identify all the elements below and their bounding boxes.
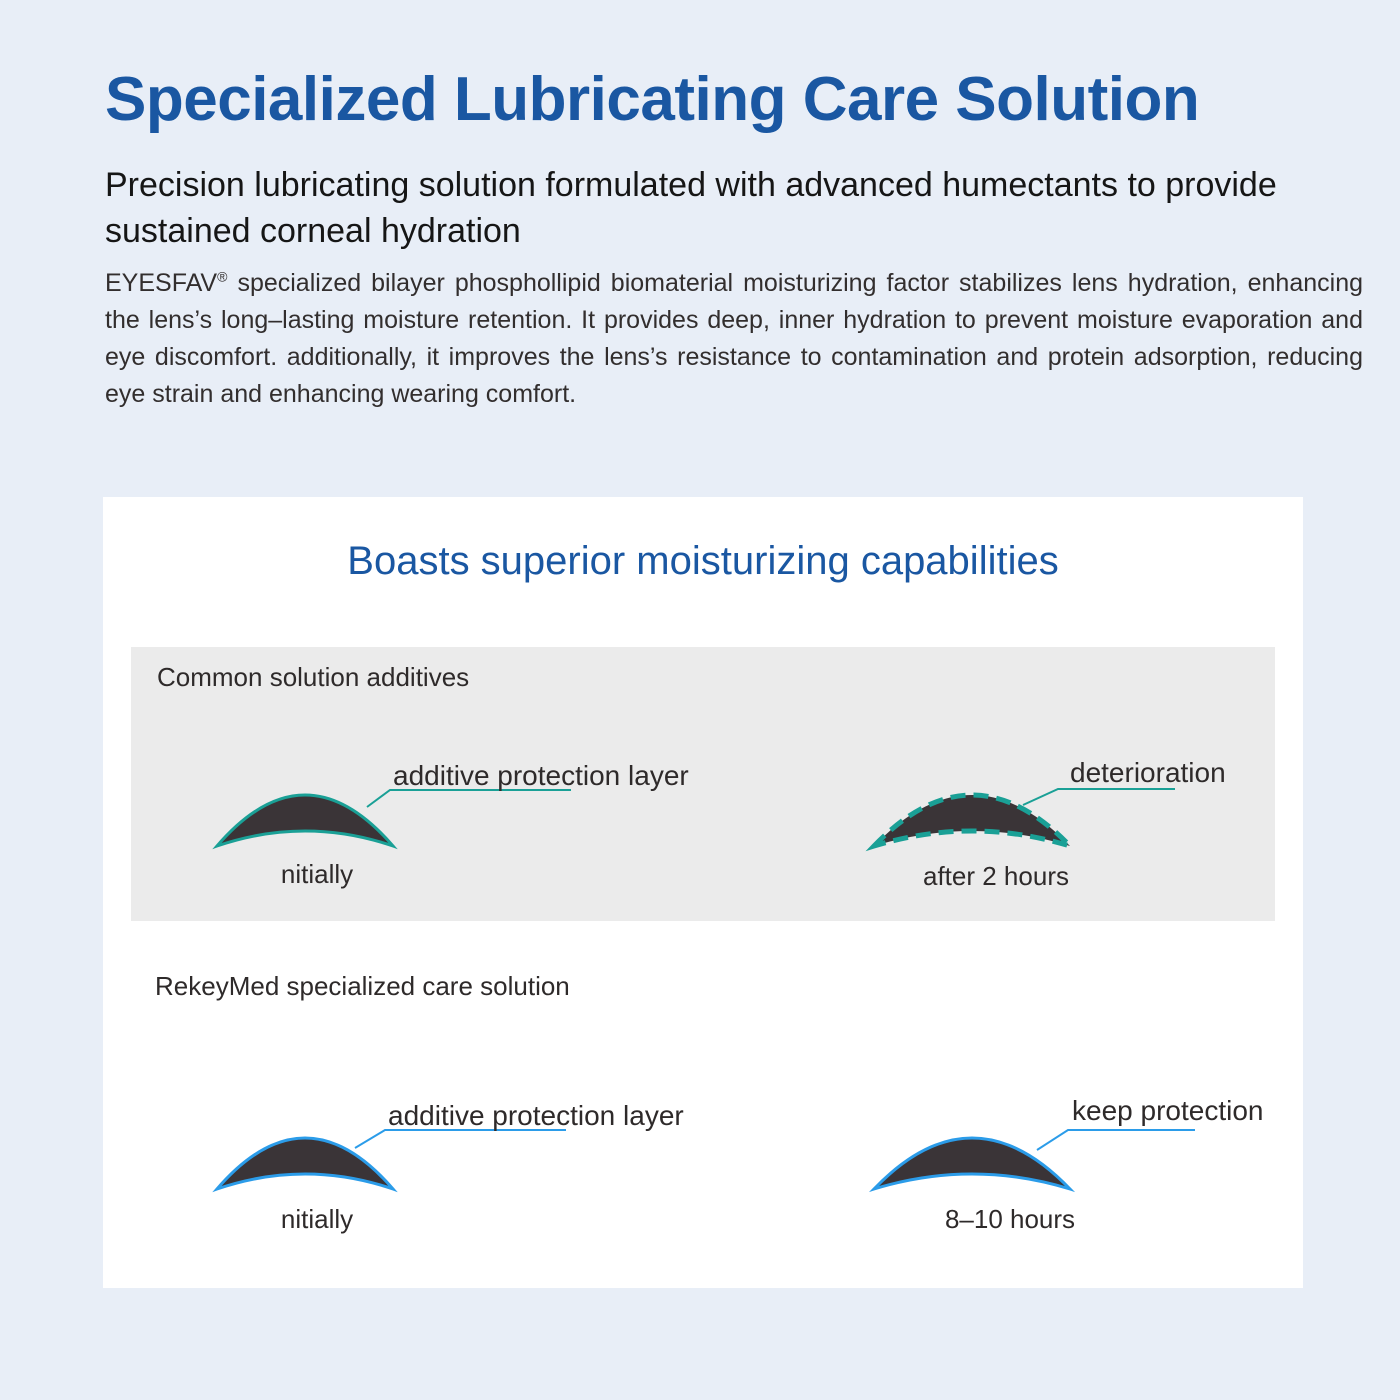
rekeymed-diagram: additive protection layer nitially keep …	[212, 1095, 1263, 1234]
common-additives-panel: Common solution additives additive prote…	[131, 647, 1275, 921]
page-title: Specialized Lubricating Care Solution	[105, 65, 1200, 134]
brand-name: EYESFAV	[105, 269, 218, 297]
subtitle: Precision lubricating solution formulate…	[105, 166, 1277, 250]
common-additives-diagram: additive protection layer nitially deter…	[212, 757, 1226, 891]
callout-label-deterioration: deterioration	[1070, 757, 1226, 788]
lens-caption-after-2-hours: after 2 hours	[923, 861, 1069, 891]
callout-label-additive-layer-blue: additive protection layer	[388, 1100, 684, 1131]
lens-kept-shape	[868, 1136, 1076, 1193]
lens-initial-shape-blue	[212, 1136, 398, 1193]
callout-line-additive-layer	[366, 789, 571, 808]
rekeymed-label: RekeyMed specialized care solution	[155, 971, 570, 1001]
lens-caption-initially: nitially	[281, 859, 353, 889]
intro-paragraph: EYESFAV® specialized bilayer phosphollip…	[105, 265, 1363, 413]
callout-line-deterioration	[1022, 788, 1175, 806]
callout-line-additive-layer-blue	[354, 1129, 566, 1149]
common-additives-label: Common solution additives	[157, 662, 470, 692]
intro-text: specialized bilayer phosphollipid biomat…	[105, 269, 1363, 408]
callout-line-keep-protection	[1036, 1129, 1195, 1151]
lens-deteriorated-shape	[865, 792, 1079, 852]
lens-initial-shape	[212, 793, 398, 850]
registered-mark: ®	[217, 268, 228, 285]
callout-label-additive-layer: additive protection layer	[393, 760, 689, 791]
card-title: Boasts superior moisturizing capabilitie…	[347, 539, 1059, 583]
lens-caption-initially-blue: nitially	[281, 1204, 353, 1234]
callout-label-keep-protection: keep protection	[1072, 1095, 1263, 1126]
benefits-card: Boasts superior moisturizing capabilitie…	[103, 497, 1303, 1288]
lens-caption-8-10-hours: 8–10 hours	[945, 1204, 1075, 1234]
